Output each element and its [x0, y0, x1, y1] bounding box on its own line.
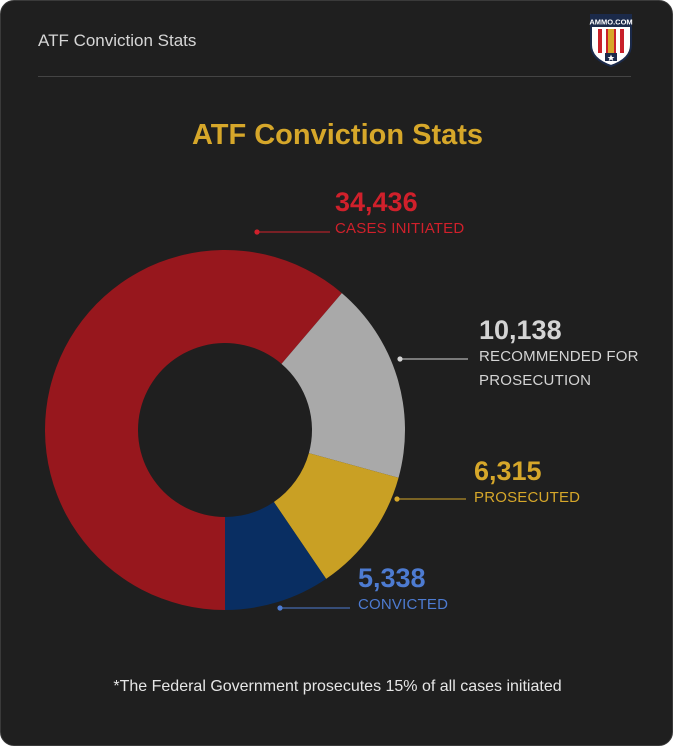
- callout-convicted: 5,338 CONVICTED: [358, 563, 448, 617]
- callout-recommended: 10,138 RECOMMENDED FOR PROSECUTION: [479, 315, 639, 393]
- data-label-category: CONVICTED: [358, 596, 449, 613]
- data-label-value: 10,138: [479, 315, 562, 345]
- data-label-category: CASES INITIATED: [335, 220, 465, 237]
- slice-recommended: [281, 293, 405, 478]
- callout-prosecuted: 6,315 PROSECUTED: [474, 456, 580, 510]
- data-label-category: PROSECUTED: [474, 489, 581, 506]
- data-label-category: RECOMMENDED FOR: [479, 348, 639, 365]
- data-label-value: 5,338: [358, 563, 426, 593]
- header-title: ATF Conviction Stats: [38, 31, 197, 50]
- chart-title: ATF Conviction Stats: [191, 119, 484, 151]
- svg-text:AMMO.COM: AMMO.COM: [589, 18, 632, 27]
- slice-convicted: [225, 501, 327, 610]
- data-label-value: 6,315: [474, 456, 542, 486]
- callout-cases-initiated: 34,436 CASES INITIATED: [335, 187, 464, 241]
- slice-prosecuted: [273, 453, 399, 579]
- data-label-value: 34,436: [335, 187, 418, 217]
- header-divider: [38, 76, 631, 77]
- ammo-logo-icon: AMMO.COM: [589, 14, 633, 67]
- footnote: *The Federal Government prosecutes 15% o…: [113, 678, 562, 695]
- data-label-category: PROSECUTION: [479, 372, 592, 389]
- slice-cases-initiated: [45, 249, 342, 610]
